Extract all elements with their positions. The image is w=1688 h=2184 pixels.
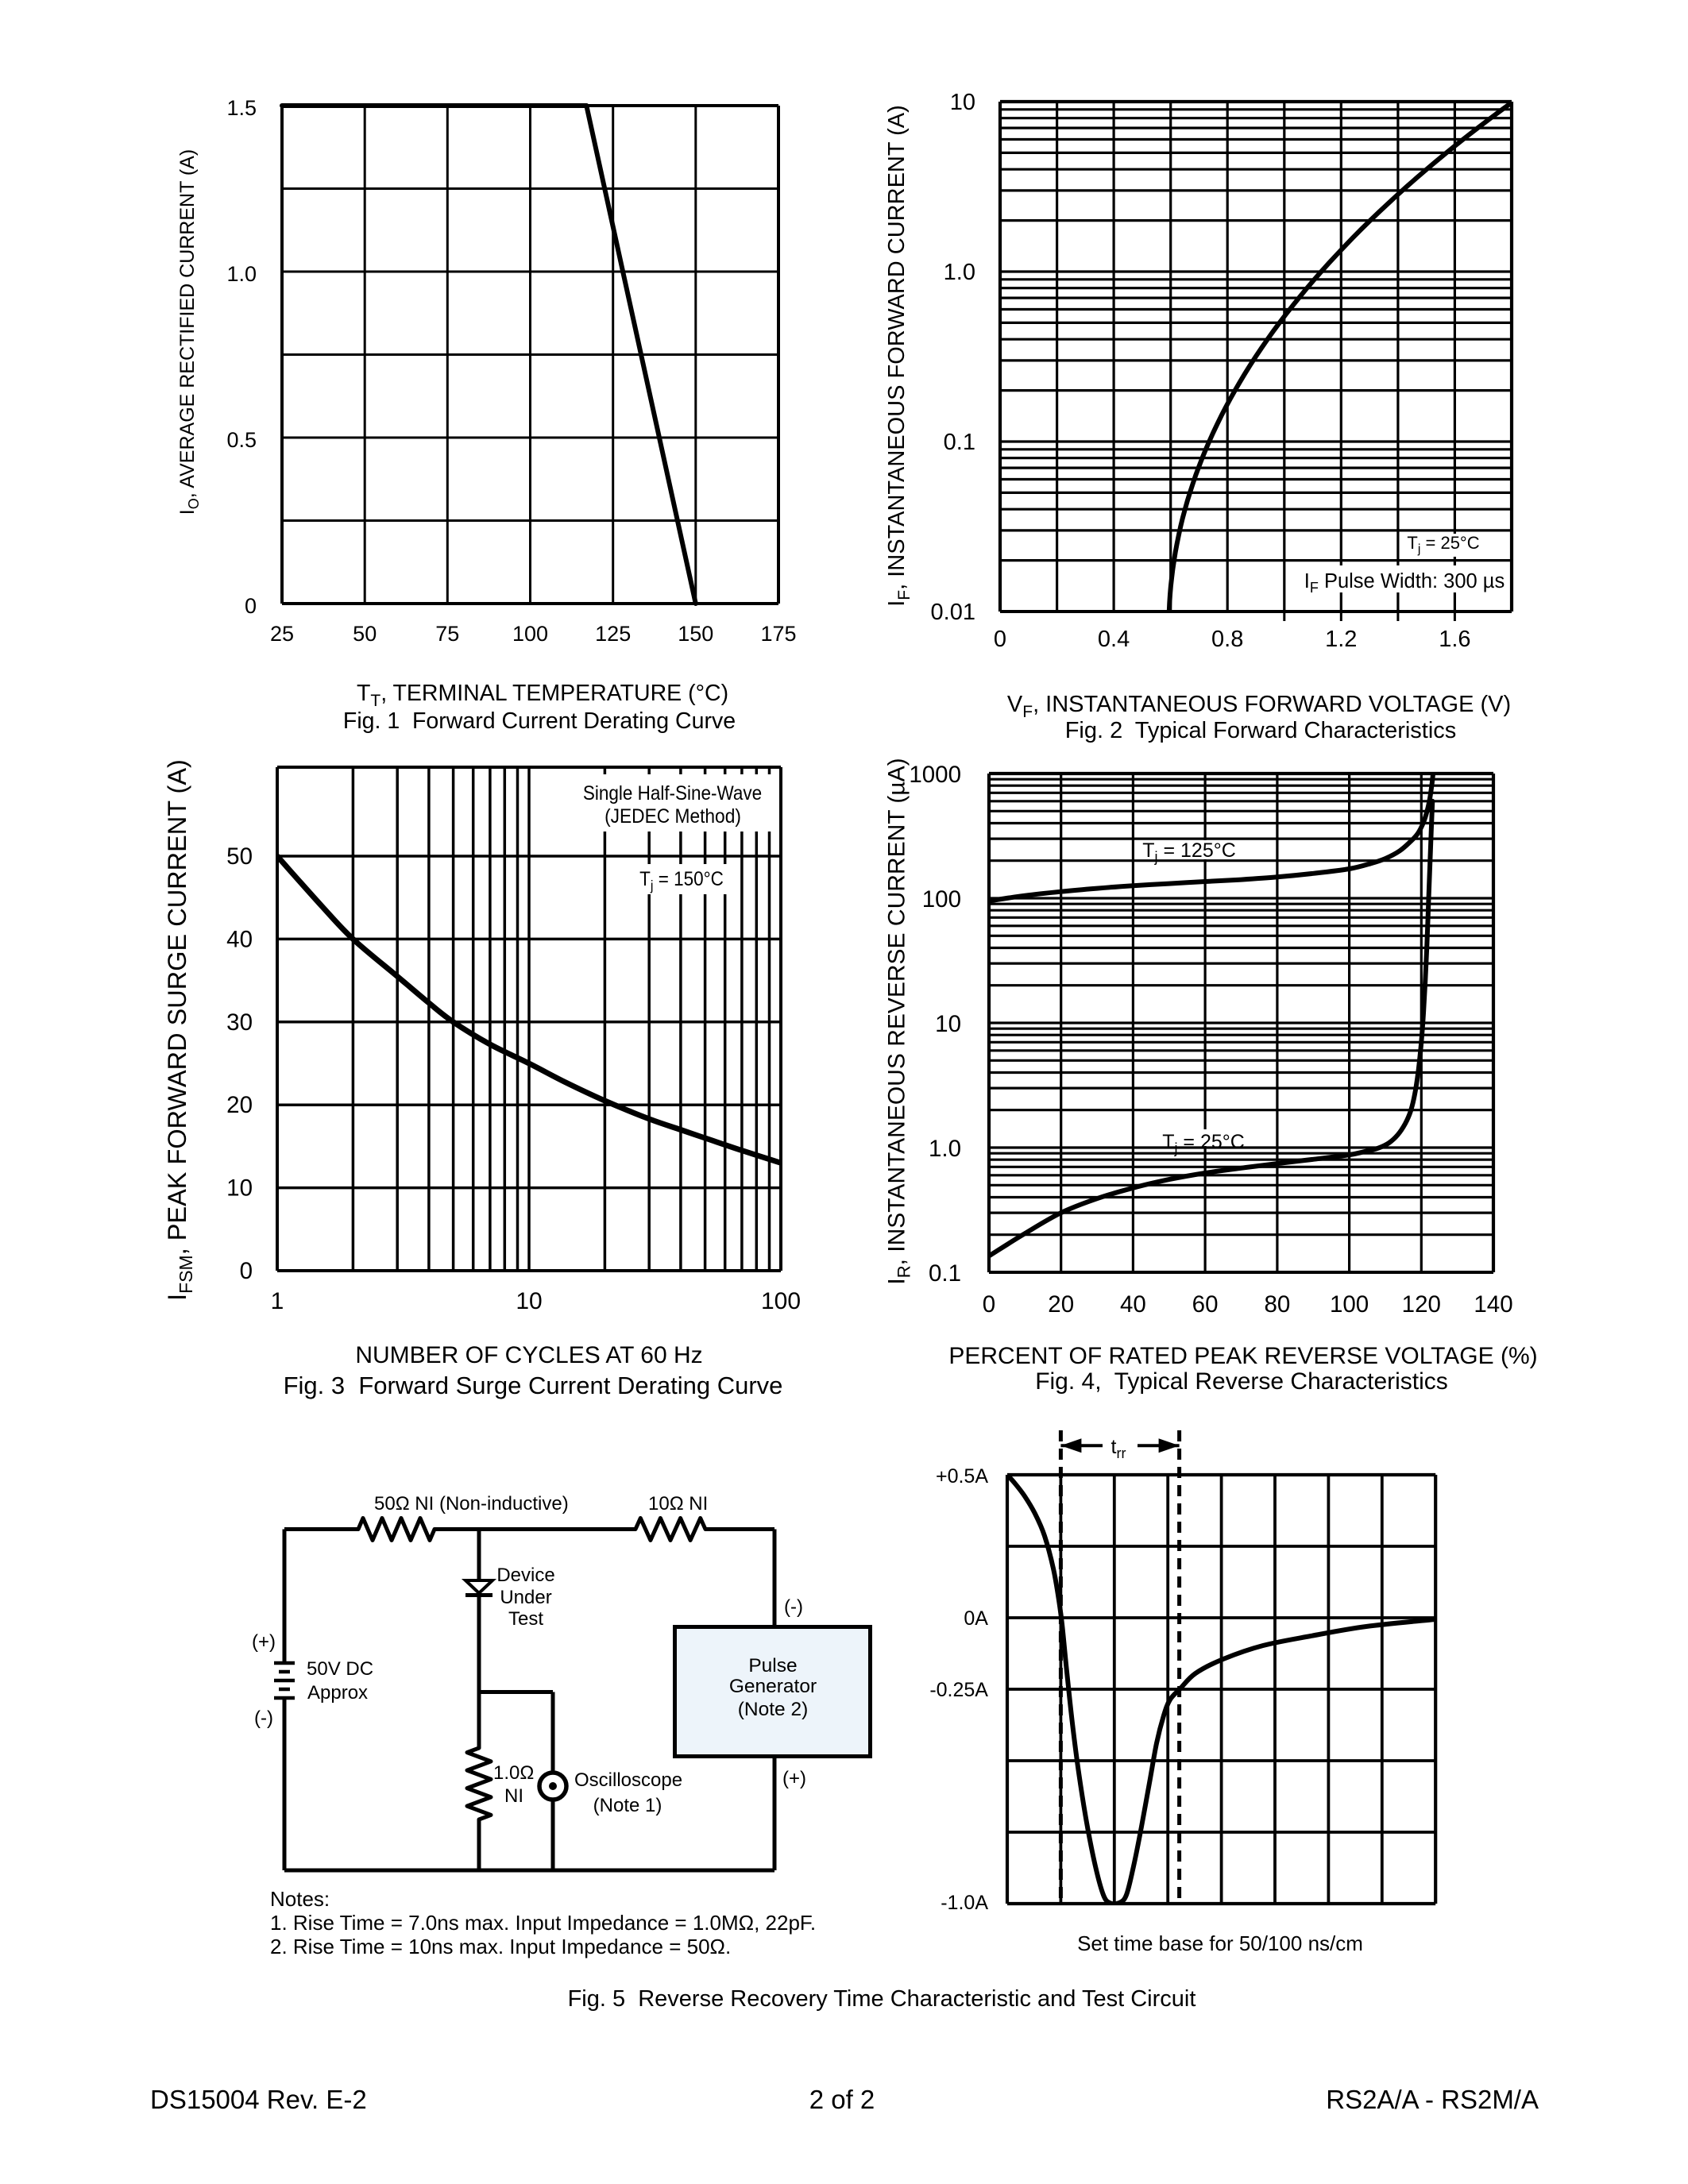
svg-text:175: 175 (760, 622, 796, 646)
svg-text:40: 40 (226, 926, 253, 952)
svg-text:1.6: 1.6 (1439, 627, 1470, 652)
svg-text:125: 125 (595, 622, 631, 646)
svg-text:+0.5A: +0.5A (936, 1465, 988, 1488)
svg-text:Fig. 4, Typical Reverse Chara: Fig. 4, Typical Reverse Characteristics (1035, 1368, 1448, 1395)
svg-text:0.8: 0.8 (1211, 627, 1243, 652)
svg-text:50V DC: 50V DC (307, 1658, 373, 1680)
svg-text:IF, INSTANTANEOUS FORWARD CURR: IF, INSTANTANEOUS FORWARD CURRENT (A) (884, 105, 914, 607)
svg-text:IFSM, PEAK FORWARD SURGE CURRE: IFSM, PEAK FORWARD SURGE CURRENT (A) (163, 759, 196, 1301)
svg-text:Tj = 125°C: Tj = 125°C (1142, 839, 1236, 865)
svg-text:Generator: Generator (729, 1676, 817, 1697)
svg-text:0.4: 0.4 (1098, 627, 1130, 652)
svg-text:0: 0 (983, 1291, 995, 1318)
svg-text:(-): (-) (254, 1707, 273, 1729)
svg-text:0: 0 (245, 594, 257, 618)
svg-text:1.0: 1.0 (929, 1136, 961, 1162)
svg-text:Under: Under (500, 1587, 551, 1608)
svg-text:Oscilloscope: Oscilloscope (574, 1769, 682, 1791)
svg-text:0.5: 0.5 (226, 428, 257, 452)
svg-text:Fig. 3 Forward Surge Current: Fig. 3 Forward Surge Current Derating Cu… (284, 1372, 783, 1399)
svg-text:(Note 1): (Note 1) (593, 1795, 662, 1816)
svg-text:IR, INSTANTANEOUS REVERSE CURR: IR, INSTANTANEOUS REVERSE CURRENT (µA) (884, 758, 914, 1284)
svg-text:Device: Device (496, 1565, 554, 1586)
svg-text:0A: 0A (964, 1607, 988, 1630)
svg-text:10: 10 (226, 1175, 253, 1202)
svg-text:NI: NI (504, 1785, 523, 1807)
svg-text:140: 140 (1474, 1291, 1512, 1318)
svg-text:0.01: 0.01 (931, 600, 975, 625)
svg-text:1.2: 1.2 (1325, 627, 1357, 652)
svg-text:1.0Ω: 1.0Ω (493, 1762, 534, 1784)
svg-text:2 of 2: 2 of 2 (809, 2085, 875, 2114)
svg-text:1.0: 1.0 (226, 262, 257, 286)
svg-text:25: 25 (270, 622, 294, 646)
svg-text:Single Half-Sine-Wave: Single Half-Sine-Wave (583, 782, 762, 805)
svg-text:1.5: 1.5 (226, 96, 257, 120)
svg-text:Notes:: Notes: (270, 1887, 330, 1911)
svg-text:10: 10 (950, 90, 975, 115)
svg-text:0: 0 (994, 627, 1006, 652)
svg-text:0.1: 0.1 (929, 1260, 961, 1287)
svg-text:100: 100 (922, 886, 961, 913)
svg-text:Tj = 25°C: Tj = 25°C (1407, 533, 1479, 556)
svg-text:150: 150 (678, 622, 713, 646)
svg-text:100: 100 (512, 622, 548, 646)
svg-text:50: 50 (226, 843, 253, 870)
svg-text:20: 20 (226, 1092, 253, 1118)
svg-text:Fig. 1 Forward Current Derati: Fig. 1 Forward Current Derating Curve (343, 708, 736, 734)
svg-text:1: 1 (271, 1288, 284, 1314)
svg-text:50: 50 (353, 622, 377, 646)
svg-text:100: 100 (761, 1288, 801, 1314)
svg-text:(Note 2): (Note 2) (738, 1699, 809, 1720)
svg-text:(+): (+) (252, 1631, 276, 1653)
svg-text:Test: Test (508, 1608, 543, 1630)
svg-text:(-): (-) (784, 1596, 803, 1618)
svg-text:Set time base for 50/100 ns/cm: Set time base for 50/100 ns/cm (1077, 1931, 1363, 1955)
svg-text:VF, INSTANTANEOUS FORWARD VOLT: VF, INSTANTANEOUS FORWARD VOLTAGE (V) (1007, 692, 1511, 721)
svg-text:40: 40 (1120, 1291, 1146, 1318)
svg-text:1000: 1000 (909, 762, 961, 788)
svg-text:PERCENT OF RATED PEAK REVERSE: PERCENT OF RATED PEAK REVERSE VOLTAGE (%… (948, 1343, 1537, 1369)
svg-text:(+): (+) (782, 1768, 806, 1789)
svg-text:IF Pulse Width: 300 µs: IF Pulse Width: 300 µs (1304, 570, 1505, 596)
svg-text:0: 0 (240, 1258, 253, 1284)
svg-text:(JEDEC Method): (JEDEC Method) (605, 805, 741, 828)
svg-text:Tj = 150°C: Tj = 150°C (639, 868, 724, 893)
svg-text:Approx: Approx (307, 1682, 368, 1704)
svg-text:RS2A/A - RS2M/A: RS2A/A - RS2M/A (1326, 2085, 1539, 2114)
svg-text:IO, AVERAGE RECTIFIED CURRENT: IO, AVERAGE RECTIFIED CURRENT (A) (176, 149, 202, 515)
svg-text:-0.25A: -0.25A (929, 1679, 988, 1701)
svg-text:NUMBER OF CYCLES AT 60 Hz: NUMBER OF CYCLES AT 60 Hz (355, 1342, 702, 1368)
svg-text:1. Rise Time = 7.0ns max. Inpu: 1. Rise Time = 7.0ns max. Input Impedanc… (270, 1911, 816, 1935)
svg-text:2. Rise Time = 10ns max. Input: 2. Rise Time = 10ns max. Input Impedance… (270, 1935, 731, 1958)
svg-text:Fig. 2 Typical Forward Charac: Fig. 2 Typical Forward Characteristics (1065, 718, 1457, 743)
svg-text:TT, TERMINAL TEMPERATURE (°C): TT, TERMINAL TEMPERATURE (°C) (357, 681, 728, 710)
svg-text:Fig. 5 Reverse Recovery Time: Fig. 5 Reverse Recovery Time Characteris… (568, 1986, 1196, 2012)
svg-text:10Ω NI: 10Ω NI (648, 1493, 708, 1515)
svg-text:0.1: 0.1 (944, 430, 975, 455)
svg-text:20: 20 (1048, 1291, 1074, 1318)
svg-text:75: 75 (435, 622, 459, 646)
svg-text:10: 10 (516, 1288, 542, 1314)
svg-text:100: 100 (1330, 1291, 1369, 1318)
svg-text:DS15004 Rev. E-2: DS15004 Rev. E-2 (150, 2085, 367, 2114)
svg-text:80: 80 (1264, 1291, 1290, 1318)
svg-text:50Ω NI (Non-inductive): 50Ω NI (Non-inductive) (374, 1493, 569, 1515)
svg-text:60: 60 (1192, 1291, 1219, 1318)
svg-text:-1.0A: -1.0A (941, 1892, 988, 1914)
svg-text:Pulse: Pulse (748, 1655, 797, 1677)
svg-text:10: 10 (935, 1011, 961, 1037)
svg-text:1.0: 1.0 (944, 260, 975, 285)
svg-text:120: 120 (1402, 1291, 1441, 1318)
svg-text:30: 30 (226, 1009, 253, 1036)
